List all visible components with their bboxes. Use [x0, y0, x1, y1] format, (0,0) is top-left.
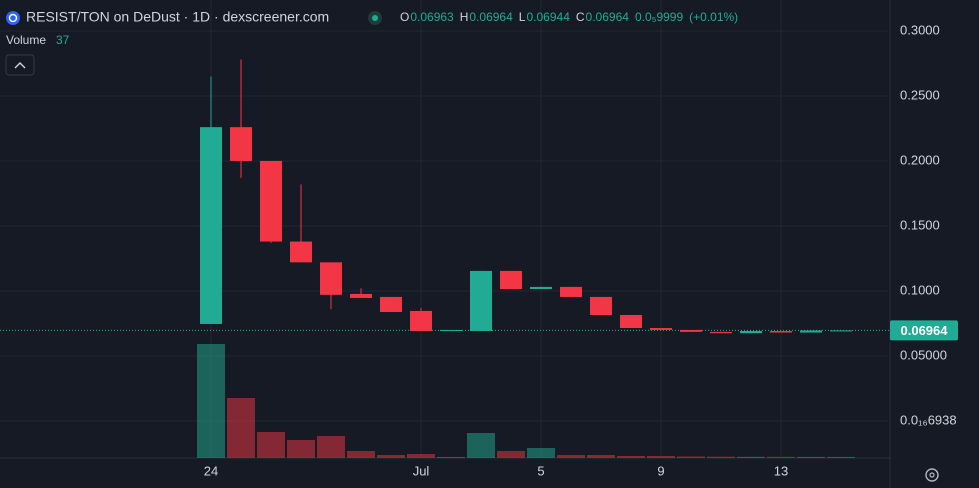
ohlc-value: 0.06944	[526, 10, 570, 24]
volume-bar	[827, 456, 855, 458]
ohlc-key: H	[460, 10, 469, 24]
ohlc-value: 0.06964	[469, 10, 513, 24]
volume-bar	[617, 456, 645, 458]
volume-bar	[287, 440, 315, 458]
logo	[6, 11, 20, 25]
collapse-icon	[14, 62, 26, 69]
ohlc-value: 0.06964	[586, 10, 630, 24]
settings-icon	[929, 472, 935, 478]
candle-body	[800, 330, 822, 333]
y-tick-label: 0.3000	[900, 22, 940, 37]
y-tick-label: 0.1500	[900, 217, 940, 232]
volume-bar	[317, 436, 345, 458]
last-price-box	[890, 320, 958, 341]
ohlc-legend: O 0.06963 H 0.06964 L 0.06944 C 0.06964 0.0₅9999…	[400, 10, 738, 24]
x-tick-label: 13	[774, 463, 788, 478]
candle-body	[500, 270, 522, 289]
candle-body	[710, 331, 732, 334]
candle-body	[320, 262, 342, 295]
candle-body	[440, 329, 462, 331]
candle-body	[530, 286, 552, 289]
y-tick-label: 0.2000	[900, 152, 940, 167]
ohlc-value: 0.0₅9999	[635, 10, 684, 24]
collapse-button[interactable]	[5, 54, 35, 76]
volume-bar	[707, 456, 735, 458]
status-dot	[372, 15, 378, 21]
y-tick-label: 0.05000	[900, 347, 947, 362]
volume-bar	[497, 451, 525, 458]
x-tick-label: 9	[657, 463, 664, 478]
candle-body	[680, 329, 702, 332]
volume-bar	[557, 455, 585, 458]
volume-bar	[437, 457, 465, 458]
ohlc-value: 0.06963	[410, 10, 454, 24]
candle-body	[230, 127, 252, 161]
last-price-label: 0.06964	[901, 323, 949, 338]
volume-bar	[797, 456, 825, 458]
volume-bar	[407, 454, 435, 458]
volume-bar	[677, 456, 705, 458]
candle-body	[380, 296, 402, 313]
candle-body	[560, 286, 582, 297]
candle-body	[290, 241, 312, 263]
candle-body	[620, 314, 642, 328]
y-tick-label: 0.2500	[900, 87, 940, 102]
volume-bar	[587, 455, 615, 458]
candle-body	[740, 330, 762, 334]
volume-bar	[647, 456, 675, 458]
volume-bar	[527, 448, 555, 458]
candle-body	[590, 296, 612, 315]
volume-value: 37	[56, 33, 70, 47]
volume-bar	[467, 433, 495, 458]
chart-title: RESIST/TON on DeDust · 1D · dexscreener.…	[26, 9, 329, 25]
candle-body	[410, 310, 432, 331]
x-tick-label: 24	[204, 463, 218, 478]
volume-bar	[767, 456, 795, 458]
logo-ring	[8, 13, 18, 23]
volume-label: Volume	[6, 33, 46, 47]
ohlc-key: O	[400, 10, 409, 24]
candle-body	[350, 293, 372, 298]
volume-bar	[347, 451, 375, 458]
y-tick-label: 0.1000	[900, 282, 940, 297]
candle-body	[200, 127, 222, 324]
y-tick-label: 0.0₁₆6938	[900, 412, 957, 427]
volume-bar	[257, 432, 285, 458]
x-tick-label: 5	[537, 463, 544, 478]
candle-body	[650, 327, 672, 330]
candle-body	[830, 330, 852, 332]
ohlc-value: (+0.01%)	[689, 10, 738, 24]
volume-bar	[197, 344, 225, 458]
ohlc-key: L	[519, 10, 526, 24]
ohlc-key: C	[576, 10, 585, 24]
candle-body	[770, 330, 792, 333]
candle-body	[260, 160, 282, 242]
volume-bar	[737, 456, 765, 458]
volume-bar	[377, 455, 405, 458]
x-tick-label: Jul	[413, 463, 430, 478]
candle-body	[470, 270, 492, 331]
settings-button[interactable]	[925, 468, 939, 482]
volume-bar	[227, 398, 255, 458]
